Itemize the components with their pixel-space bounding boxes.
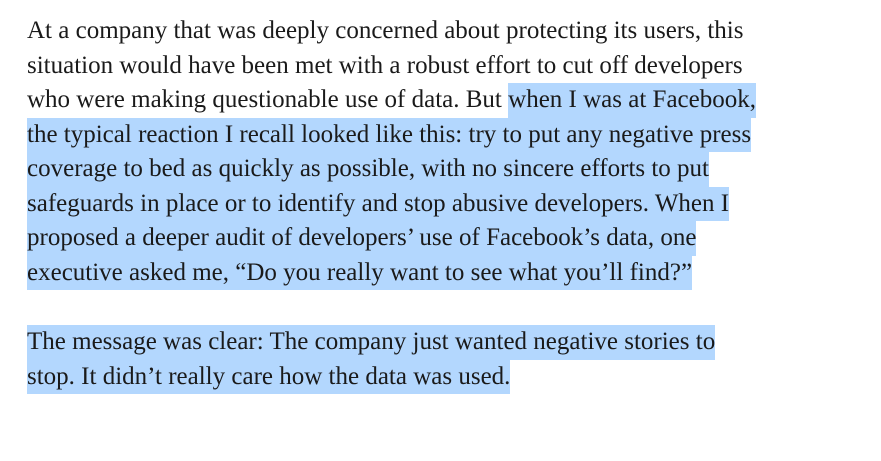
text-line: stop. It didn’t really care how the data… bbox=[27, 359, 881, 394]
text-line: The message was clear: The company just … bbox=[27, 325, 881, 360]
text-line: At a company that was deeply concerned a… bbox=[27, 14, 881, 49]
selected-text: coverage to bed as quickly as possible, … bbox=[27, 152, 710, 187]
text: At a company that was deeply concerned a… bbox=[27, 17, 744, 44]
text-line: coverage to bed as quickly as possible, … bbox=[27, 152, 881, 187]
text-line: safeguards in place or to identify and s… bbox=[27, 186, 881, 221]
selected-text: executive asked me, “Do you really want … bbox=[27, 255, 693, 290]
selected-text: the typical reaction I recall looked lik… bbox=[27, 117, 752, 152]
text-line: situation would have been met with a rob… bbox=[27, 49, 881, 84]
selected-text: The message was clear: The company just … bbox=[27, 325, 716, 360]
paragraph: The message was clear: The company just … bbox=[27, 325, 881, 394]
paragraph: At a company that was deeply concerned a… bbox=[27, 14, 881, 290]
selected-text: safeguards in place or to identify and s… bbox=[27, 186, 730, 221]
text-line: proposed a deeper audit of developers’ u… bbox=[27, 221, 881, 256]
text-line: executive asked me, “Do you really want … bbox=[27, 255, 881, 290]
text: situation would have been met with a rob… bbox=[27, 51, 743, 79]
selected-text: stop. It didn’t really care how the data… bbox=[27, 359, 511, 394]
selected-text: proposed a deeper audit of developers’ u… bbox=[27, 221, 697, 256]
selected-text: when I was at Facebook, bbox=[508, 83, 756, 118]
text: who were making questionable use of data… bbox=[27, 86, 509, 113]
text-line: the typical reaction I recall looked lik… bbox=[27, 117, 881, 152]
text-line: who were making questionable use of data… bbox=[27, 83, 881, 118]
